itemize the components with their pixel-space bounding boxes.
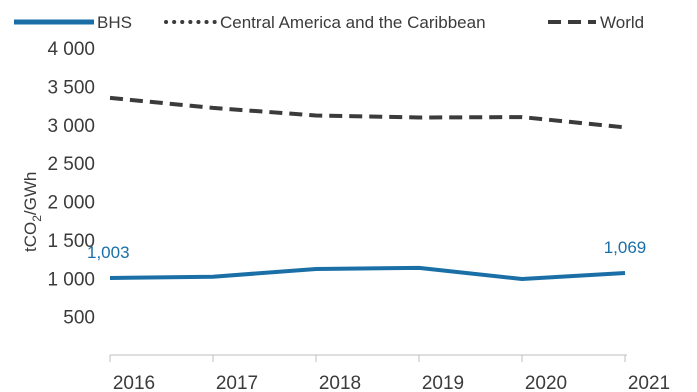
data-label: 1,003	[87, 243, 130, 262]
x-tick-label: 2021	[628, 373, 670, 392]
legend-label: Central America and the Caribbean	[220, 13, 486, 32]
data-labels: 1,003 1,069	[87, 238, 646, 262]
y-axis-ticks: 500 1 000 1 500 2 000 2 500 3 000 3 500 4 000	[47, 39, 95, 329]
legend-item-bhs: BHS	[14, 13, 132, 32]
x-tick-label: 2018	[319, 373, 361, 392]
y-tick-label: 500	[63, 308, 95, 329]
y-tick-label: 2 500	[47, 154, 95, 175]
legend-label: World	[600, 13, 644, 32]
legend-item-world: World	[548, 13, 644, 32]
y-tick-label: 3 000	[47, 116, 95, 137]
legend-item-central-america-and-the-caribbean: Central America and the Caribbean	[164, 13, 486, 32]
x-axis: 2016 2017 2018 2019 2020 2021	[109, 354, 670, 392]
x-tick-label: 2020	[525, 373, 567, 392]
y-tick-label: 1 500	[47, 231, 95, 252]
y-tick-label: 1 000	[47, 269, 95, 290]
legend: BHS Central America and the Caribbean Worl…	[14, 13, 644, 32]
x-tick-label: 2017	[216, 373, 258, 392]
y-axis-label: tCO2/GWh	[21, 172, 44, 252]
y-tick-label: 2 000	[47, 193, 95, 214]
legend-label: BHS	[97, 13, 132, 32]
x-tick-label: 2019	[422, 373, 464, 392]
y-tick-label: 4 000	[47, 39, 95, 60]
series-line-world	[109, 95, 626, 130]
y-axis-title: tCO2/GWh	[21, 172, 44, 252]
series-line-bhs	[109, 265, 626, 281]
series-lines	[109, 95, 626, 281]
data-label: 1,069	[604, 238, 647, 257]
y-tick-label: 3 500	[47, 77, 95, 98]
x-tick-label: 2016	[113, 373, 155, 392]
